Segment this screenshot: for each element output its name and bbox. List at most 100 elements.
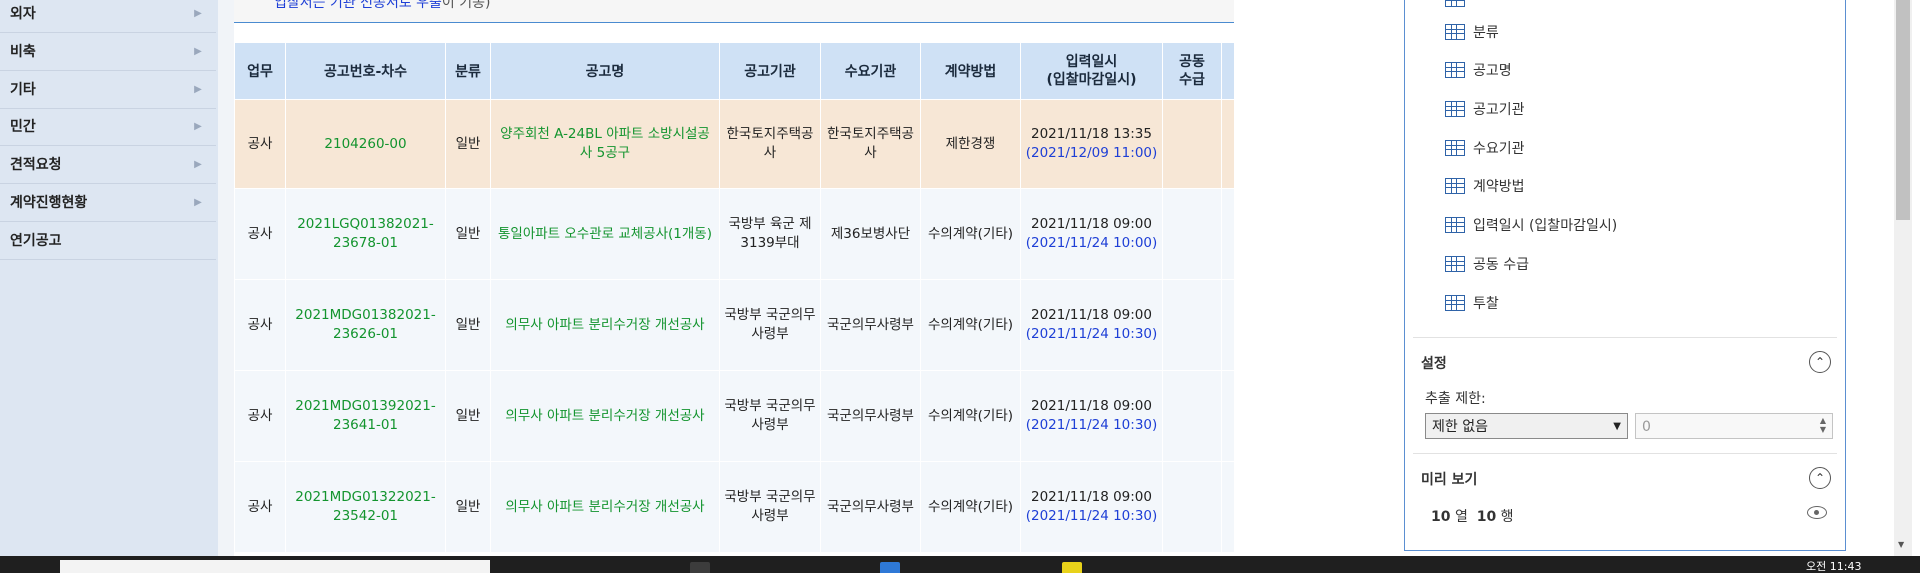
preview-rows: 10 bbox=[1476, 509, 1497, 525]
cell-method: 수의계약(기타) bbox=[920, 188, 1021, 280]
sidebar: 외자 ▶ 비축 ▶ 기타 ▶ 민간 ▶ 견적요청 ▶ 계약진행현황 ▶ 연기공고 bbox=[0, 0, 218, 556]
preview-cols-unit: 열 bbox=[1454, 509, 1468, 525]
vertical-scrollbar[interactable]: ▼ bbox=[1894, 0, 1912, 556]
sidebar-item-foreign[interactable]: 외자 ▶ bbox=[0, 0, 216, 33]
column-item[interactable]: 계약방법 bbox=[1445, 175, 1525, 197]
limit-label: 추출 제한: bbox=[1425, 391, 1486, 407]
scroll-thumb[interactable] bbox=[1896, 0, 1910, 220]
cell-number-link[interactable]: 2021LGQ01382021-23678-01 bbox=[285, 188, 446, 280]
cell-name-link[interactable]: 의무사 아파트 분리수거장 개선공사 bbox=[490, 279, 720, 371]
cell-name-link[interactable]: 통일아파트 오수관로 교체공사(1개동) bbox=[490, 188, 720, 280]
column-item[interactable]: 공동 수급 bbox=[1445, 253, 1529, 275]
content-gutter bbox=[218, 0, 234, 556]
cell-category: 일반 bbox=[445, 461, 491, 553]
collapse-preview-button[interactable]: ⌃ bbox=[1809, 467, 1831, 489]
sidebar-item-label: 비축 bbox=[10, 44, 36, 60]
column-item-partial[interactable] bbox=[1445, 0, 1473, 10]
header-name: 공고명 bbox=[490, 42, 720, 100]
divider bbox=[1413, 337, 1837, 338]
column-item[interactable]: 투찰 bbox=[1445, 292, 1499, 314]
eye-icon[interactable] bbox=[1807, 506, 1827, 519]
table-column-icon bbox=[1445, 0, 1465, 7]
column-item[interactable]: 공고명 bbox=[1445, 59, 1512, 81]
limit-number-input[interactable]: 0 ▲ ▼ bbox=[1635, 413, 1833, 439]
notice-link[interactable]: 입찰서는 기관 전송서로 우출 bbox=[274, 0, 442, 11]
cell-category: 일반 bbox=[445, 279, 491, 371]
header-work: 업무 bbox=[234, 42, 286, 100]
table-row: 공사 2021MDG01392021-23641-01 일반 의무사 아파트 분… bbox=[234, 370, 1282, 462]
table-column-icon bbox=[1445, 101, 1465, 117]
deadline-text: (2021/11/24 10:30) bbox=[1025, 417, 1158, 433]
taskbar-app-icon[interactable] bbox=[1062, 562, 1082, 573]
cell-agency: 국방부 국군의무사령부 bbox=[719, 370, 821, 462]
header-demand: 수요기관 bbox=[820, 42, 921, 100]
cell-number-link[interactable]: 2104260-00 bbox=[285, 99, 446, 189]
cell-category: 일반 bbox=[445, 370, 491, 462]
column-item[interactable]: 수요기관 bbox=[1445, 137, 1525, 159]
date-text: 2021/11/18 09:00 bbox=[1030, 307, 1152, 323]
bid-table: 업무 공고번호-차수 분류 공고명 공고기관 수요기관 계약방법 입력일시 (입… bbox=[234, 42, 1282, 553]
taskbar: 오전 11:43 bbox=[0, 556, 1920, 573]
cell-work: 공사 bbox=[234, 99, 286, 189]
table-row: 공사 2104260-00 일반 양주회천 A-24BL 아파트 소방시설공사 … bbox=[234, 99, 1282, 189]
chevron-right-icon: ▶ bbox=[194, 120, 202, 132]
sidebar-item-label: 견적요청 bbox=[10, 157, 62, 173]
sidebar-item-postponed[interactable]: 연기공고 bbox=[0, 221, 216, 260]
preview-count: 10 열 10 행 bbox=[1431, 506, 1514, 526]
cell-agency: 한국토지주택공사 bbox=[719, 99, 821, 189]
chevron-right-icon: ▶ bbox=[194, 158, 202, 170]
taskbar-app-icon[interactable] bbox=[880, 562, 900, 573]
cell-work: 공사 bbox=[234, 461, 286, 553]
column-item[interactable]: 분류 bbox=[1445, 21, 1499, 43]
cell-demand: 제36보병사단 bbox=[820, 188, 921, 280]
column-label: 공고기관 bbox=[1473, 102, 1525, 118]
cell-agency: 국방부 국군의무사령부 bbox=[719, 279, 821, 371]
cell-name-link[interactable]: 양주회천 A-24BL 아파트 소방시설공사 5공구 bbox=[490, 99, 720, 189]
table-column-icon bbox=[1445, 62, 1465, 78]
notice-rest: 이 기동) bbox=[441, 0, 491, 11]
cell-number-link[interactable]: 2021MDG01322021-23542-01 bbox=[285, 461, 446, 553]
sidebar-item-etc[interactable]: 기타 ▶ bbox=[0, 70, 216, 109]
notice-bar: 입찰서는 기관 전송서로 우출이 기동) bbox=[234, 0, 1234, 23]
table-row: 공사 2021LGQ01382021-23678-01 일반 통일아파트 오수관… bbox=[234, 188, 1282, 280]
column-item[interactable]: 공고기관 bbox=[1445, 98, 1525, 120]
cell-date: 2021/11/18 09:00 (2021/11/24 10:00) bbox=[1020, 188, 1163, 280]
column-label: 공고명 bbox=[1473, 63, 1512, 79]
chevron-right-icon: ▶ bbox=[194, 83, 202, 95]
sidebar-item-quote-request[interactable]: 견적요청 ▶ bbox=[0, 145, 216, 184]
cell-method: 수의계약(기타) bbox=[920, 279, 1021, 371]
table-column-icon bbox=[1445, 24, 1465, 40]
header-method: 계약방법 bbox=[920, 42, 1021, 100]
cell-name-link[interactable]: 의무사 아파트 분리수거장 개선공사 bbox=[490, 370, 720, 462]
date-text: 2021/11/18 09:00 bbox=[1030, 489, 1152, 505]
table-column-icon bbox=[1445, 295, 1465, 311]
cell-number-link[interactable]: 2021MDG01392021-23641-01 bbox=[285, 370, 446, 462]
extract-panel: 분류 공고명 공고기관 수요기관 계약방법 입력일시 (입찰마감일시) 공동 수… bbox=[1404, 0, 1846, 551]
sidebar-item-label: 민간 bbox=[10, 119, 36, 135]
settings-title: 설정 bbox=[1421, 356, 1447, 372]
scroll-down-icon[interactable]: ▼ bbox=[1898, 540, 1905, 549]
table-row: 공사 2021MDG01382021-23626-01 일반 의무사 아파트 분… bbox=[234, 279, 1282, 371]
date-text: 2021/11/18 09:00 bbox=[1030, 216, 1152, 232]
column-item[interactable]: 입력일시 (입찰마감일시) bbox=[1445, 214, 1617, 236]
sidebar-item-private[interactable]: 민간 ▶ bbox=[0, 107, 216, 146]
sidebar-item-contract-status[interactable]: 계약진행현황 ▶ bbox=[0, 183, 216, 222]
spinner-icon[interactable]: ▲ ▼ bbox=[1819, 416, 1826, 434]
sidebar-item-stockpile[interactable]: 비축 ▶ bbox=[0, 32, 216, 71]
sidebar-item-label: 연기공고 bbox=[10, 233, 62, 249]
taskbar-app-icon[interactable] bbox=[690, 562, 710, 573]
cell-demand: 국군의무사령부 bbox=[820, 279, 921, 371]
column-label: 수요기관 bbox=[1473, 141, 1525, 157]
cell-work: 공사 bbox=[234, 370, 286, 462]
preview-cols: 10 bbox=[1431, 509, 1451, 525]
taskbar-search[interactable] bbox=[60, 560, 490, 573]
cell-demand: 한국토지주택공사 bbox=[820, 99, 921, 189]
divider bbox=[1413, 453, 1837, 454]
date-text: 2021/11/18 13:35 bbox=[1030, 126, 1152, 142]
header-number: 공고번호-차수 bbox=[285, 42, 446, 100]
cell-number-link[interactable]: 2021MDG01382021-23626-01 bbox=[285, 279, 446, 371]
limit-select[interactable]: 제한 없음 ▼ bbox=[1425, 413, 1628, 439]
cell-name-link[interactable]: 의무사 아파트 분리수거장 개선공사 bbox=[490, 461, 720, 553]
preview-title: 미리 보기 bbox=[1421, 472, 1478, 488]
collapse-settings-button[interactable]: ⌃ bbox=[1809, 351, 1831, 373]
